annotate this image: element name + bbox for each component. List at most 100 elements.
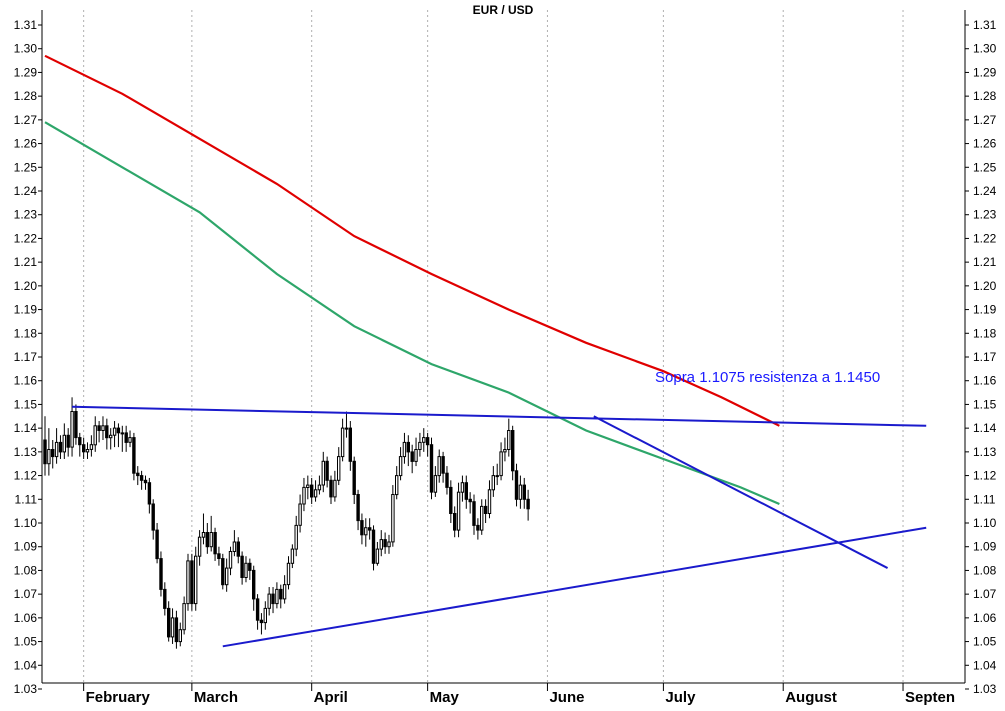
candle-body-up (186, 560, 190, 605)
candle-body-up (209, 532, 213, 548)
candle (344, 411, 349, 438)
candle-body-down (147, 482, 152, 505)
candle-body-up (379, 539, 384, 550)
candle-body-down (97, 425, 101, 431)
y-tick-label: 1.12 (973, 469, 997, 483)
candle-body-down (124, 432, 128, 443)
candle (429, 437, 434, 500)
candle-body-up (197, 536, 202, 557)
candle (375, 541, 380, 566)
candle (472, 494, 476, 535)
candle (480, 499, 484, 535)
candle-body-down (82, 444, 86, 453)
candle (74, 404, 78, 445)
candle-body-down (441, 456, 445, 474)
candle (167, 601, 171, 642)
candle (85, 442, 90, 459)
candle (47, 428, 51, 476)
y-tick-label: 1.14 (14, 421, 38, 435)
y-tick-label: 1.08 (14, 563, 38, 577)
y-tick-label: 1.13 (14, 445, 38, 459)
candlesticks (43, 397, 530, 649)
candle (178, 622, 183, 647)
candle (445, 466, 449, 495)
candle-body-up (344, 427, 349, 430)
candle (139, 470, 144, 490)
candle-body-down (425, 437, 430, 446)
candle (302, 477, 306, 512)
candle (51, 440, 55, 469)
candle (236, 537, 241, 564)
candle (78, 432, 82, 457)
x-axis: February March April May June July August Septe… (42, 682, 965, 706)
candle-body-up (128, 437, 132, 443)
candle (418, 432, 422, 457)
y-tick-label: 1.29 (973, 65, 997, 79)
candle (402, 432, 407, 464)
candle (221, 553, 225, 590)
annotation-text: Sopra 1.1075 resistenza a 1.1450 (655, 369, 880, 386)
candle (228, 546, 233, 576)
candle (522, 477, 526, 509)
y-tick-label: 1.20 (14, 279, 38, 293)
candle (194, 546, 198, 611)
candle-body-up (507, 430, 511, 450)
candle (259, 613, 264, 635)
candle (62, 423, 66, 459)
candle (503, 437, 507, 462)
y-tick-label: 1.13 (973, 445, 997, 459)
x-tick-label: March (194, 689, 238, 706)
candle-body-up (333, 479, 337, 498)
y-tick-label: 1.07 (14, 587, 38, 601)
candle (483, 499, 488, 523)
candle-body-down (476, 524, 480, 531)
trendlines (72, 405, 927, 648)
candle-body-up (340, 427, 345, 458)
candle-body-up (286, 562, 291, 586)
candle (298, 494, 302, 533)
candle (360, 513, 364, 545)
trendline-2 (222, 526, 927, 648)
candle (468, 492, 472, 514)
candle-body-down (159, 558, 163, 590)
y-tick-label: 1.03 (973, 682, 997, 696)
candle (514, 463, 519, 507)
candle (54, 428, 59, 464)
y-tick-label: 1.19 (973, 303, 997, 317)
y-tick-label: 1.16 (14, 374, 38, 388)
candle (136, 466, 140, 486)
candle-body-up (491, 475, 496, 491)
candle-body-up (170, 617, 175, 638)
candle (182, 596, 186, 635)
candle (456, 482, 461, 538)
x-tick-label: August (785, 689, 837, 706)
candle (317, 475, 322, 495)
candle-body-down (526, 498, 530, 510)
candle (252, 565, 256, 611)
candle-body-up (70, 411, 74, 448)
y-tick-label: 1.31 (14, 18, 38, 32)
candle-body-up (263, 607, 268, 624)
y-tick-label: 1.05 (973, 635, 997, 649)
candle (499, 442, 503, 481)
candle-body-down (221, 558, 225, 586)
candle-body-up (294, 524, 298, 550)
candle-body-up (317, 484, 322, 491)
candle (371, 525, 376, 571)
y-tick-label: 1.03 (14, 682, 38, 696)
y-tick-label: 1.04 (14, 658, 38, 672)
candle (209, 515, 213, 552)
candle-body-up (109, 434, 113, 439)
y-tick-label: 1.25 (973, 160, 997, 174)
candle-body-up (395, 475, 399, 496)
candle (116, 423, 121, 448)
candle (364, 518, 368, 547)
candle (213, 527, 217, 561)
candle (294, 515, 298, 557)
y-tick-label: 1.06 (973, 611, 997, 625)
candle-body-up (499, 451, 503, 477)
x-tick-label: June (549, 689, 584, 706)
y-tick-label: 1.11 (973, 492, 996, 506)
candle-body-down (368, 527, 372, 531)
candle (356, 489, 360, 531)
